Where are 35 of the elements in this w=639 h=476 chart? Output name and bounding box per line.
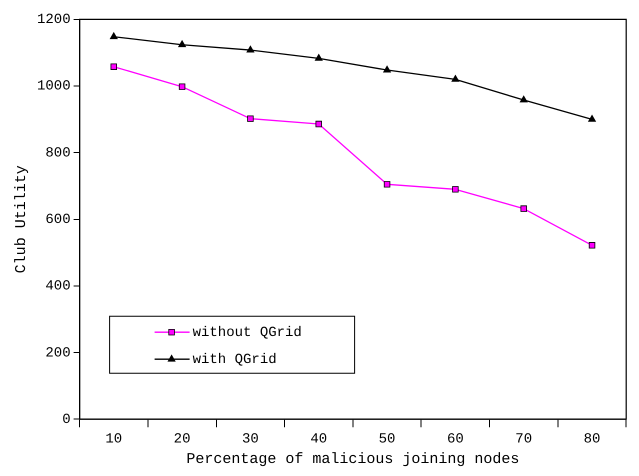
point: [588, 242, 596, 249]
x-tick-label: 50: [378, 431, 396, 448]
point: [178, 40, 186, 48]
y-tick-label: 400: [45, 278, 71, 295]
y-tick-label: 1200: [36, 12, 71, 28]
point: [520, 205, 527, 212]
y-tick-label: 200: [45, 345, 71, 362]
point: [110, 63, 117, 70]
x-tick-label: 60: [446, 431, 464, 448]
point: [110, 32, 118, 40]
y-tick-label: 600: [45, 212, 71, 228]
x-tick-label: 20: [174, 431, 190, 448]
point: [588, 114, 596, 122]
x-tick-label: 70: [515, 431, 532, 448]
point: [314, 54, 323, 61]
point: [452, 186, 459, 193]
y-tick-label: 800: [45, 145, 71, 162]
y-tick-label: 1000: [36, 78, 71, 95]
point: [452, 74, 460, 82]
point: [316, 120, 322, 128]
point: [247, 115, 254, 122]
point: [520, 96, 528, 102]
point: [384, 181, 390, 188]
x-tick-label: 80: [584, 431, 600, 448]
x-tick-label: 10: [105, 431, 122, 448]
legend-label: with QGrid: [192, 352, 277, 368]
x-axis-title: Percentage of malicious joining nodes: [186, 450, 520, 468]
x-tick-label: 30: [242, 431, 259, 448]
point: [383, 66, 391, 72]
y-axis-title: Club Utility: [12, 165, 30, 274]
point: [246, 46, 254, 52]
point: [178, 83, 186, 90]
x-tick-label: 40: [310, 431, 328, 448]
y-tick-label: 0: [62, 412, 71, 428]
legend-label: without QGrid: [192, 324, 302, 341]
